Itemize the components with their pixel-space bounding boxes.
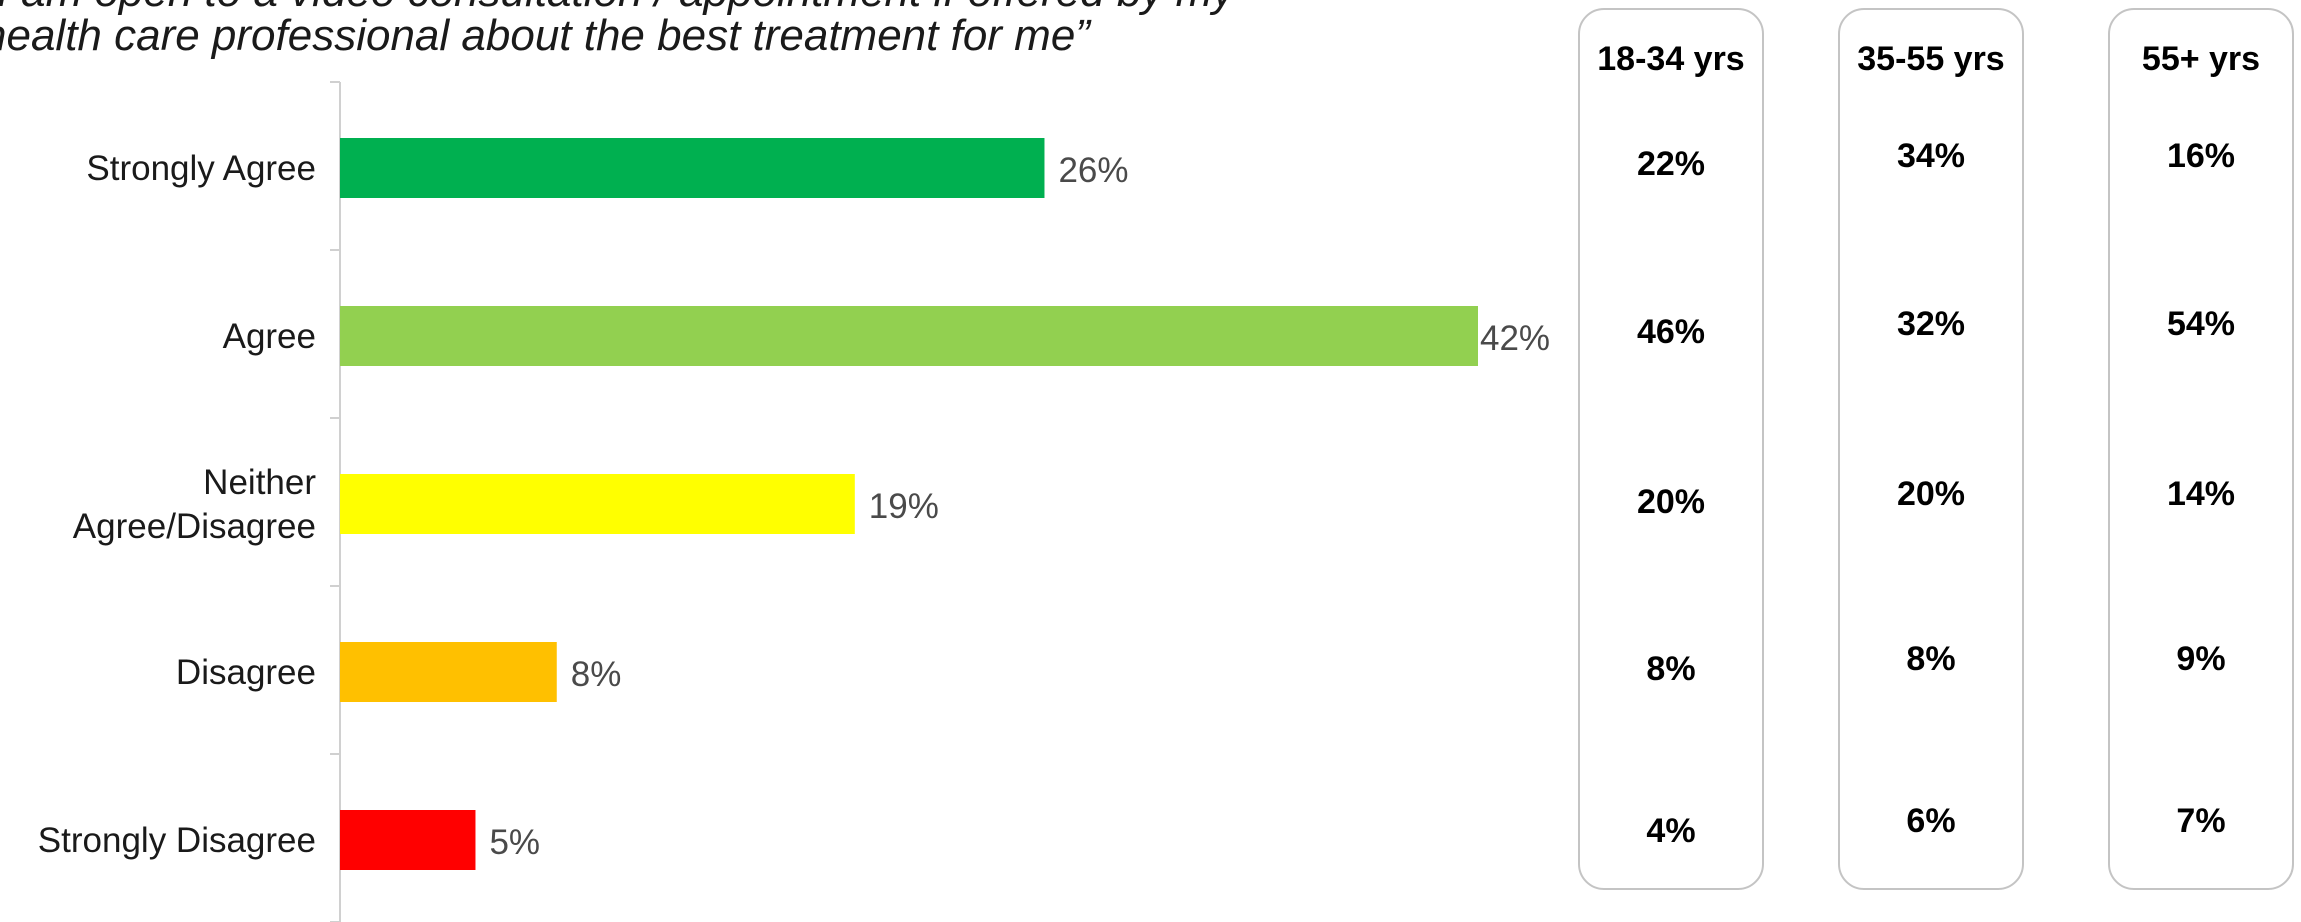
bar-value-label: 5% bbox=[489, 823, 540, 862]
age-panel-value: 34% bbox=[1896, 137, 1966, 175]
age-panel-value: 9% bbox=[2176, 640, 2226, 678]
bar-value-label: 8% bbox=[571, 655, 622, 694]
chart-title-line-2: health care professional about the best … bbox=[0, 11, 1090, 60]
chart-title-line-1: “I am open to a video consultation / app… bbox=[0, 0, 1234, 14]
bar bbox=[340, 138, 1045, 198]
age-panel-value: 8% bbox=[1906, 640, 1956, 678]
age-panel-value: 54% bbox=[2166, 305, 2236, 343]
age-panel-value: 46% bbox=[1636, 313, 1706, 351]
bar-chart: 26% Strongly Agree 42% Agree 19% Neither Agree… bbox=[38, 81, 1550, 922]
age-panel-value: 16% bbox=[2166, 137, 2236, 175]
age-panel-35-55: 35-55 yrs 34% 32% 20% 8% 6% bbox=[1838, 8, 2024, 890]
age-panel-value: 6% bbox=[1906, 802, 1956, 840]
category-label: Agree bbox=[223, 317, 316, 356]
bar-value-label: 42% bbox=[1480, 319, 1550, 358]
age-panel-55-plus: 55+ yrs 16% 54% 14% 9% 7% bbox=[2108, 8, 2294, 890]
category-label: Strongly Disagree bbox=[38, 821, 316, 860]
age-panel-value: 8% bbox=[1646, 650, 1696, 688]
age-panel-18-34: 18-34 yrs 22% 46% 20% 8% 4% bbox=[1578, 8, 1764, 890]
age-panel-value: 4% bbox=[1646, 812, 1696, 850]
bar bbox=[340, 474, 855, 534]
age-panel-header: 55+ yrs bbox=[2141, 40, 2261, 78]
bar-value-label: 19% bbox=[869, 487, 939, 526]
age-panel-value: 7% bbox=[2176, 802, 2226, 840]
category-label: Disagree bbox=[176, 653, 316, 692]
age-panel-value: 14% bbox=[2166, 475, 2236, 513]
age-panel-value: 20% bbox=[1896, 475, 1966, 513]
age-panel-value: 32% bbox=[1896, 305, 1966, 343]
bar-value-label: 26% bbox=[1058, 151, 1128, 190]
bar bbox=[340, 306, 1478, 366]
category-label: Strongly Agree bbox=[86, 149, 316, 188]
age-panel-value: 20% bbox=[1636, 483, 1706, 521]
category-label: Neither Agree/Disagree bbox=[73, 463, 317, 546]
age-panel-value: 22% bbox=[1636, 145, 1706, 183]
bar bbox=[340, 810, 476, 870]
age-panel-header: 18-34 yrs bbox=[1597, 40, 1745, 78]
age-panel-header: 35-55 yrs bbox=[1857, 40, 2005, 78]
bar bbox=[340, 642, 557, 702]
